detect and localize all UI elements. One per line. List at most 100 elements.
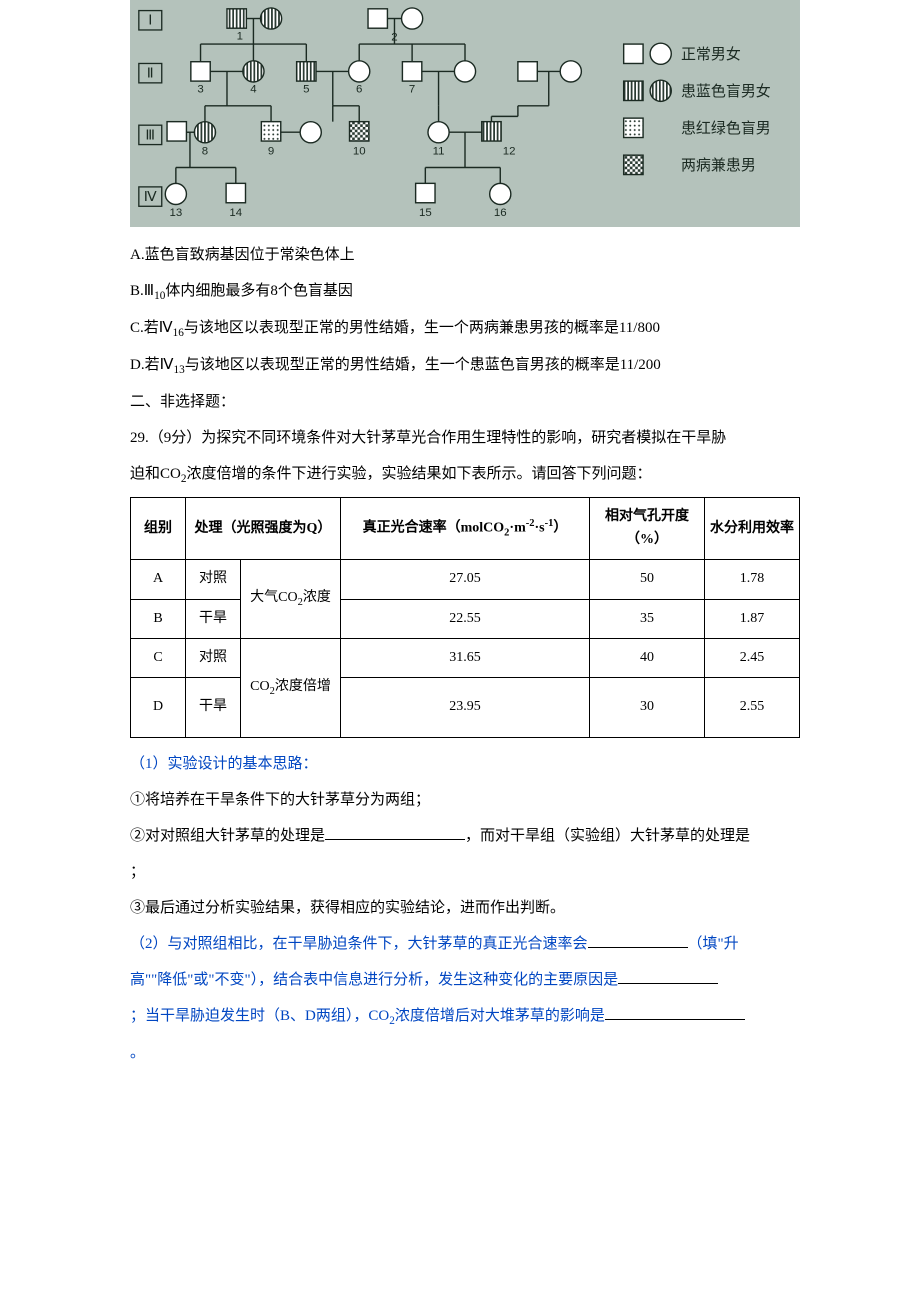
option-c-post: 与该地区以表现型正常的男性结婚，生一个两病兼患男孩的概率是11/800	[184, 320, 660, 336]
cell-co2-double: CO2浓度倍增	[241, 639, 341, 738]
th-rate-pre: 真正光合速率（molCO	[363, 520, 505, 535]
svg-text:8: 8	[202, 145, 208, 157]
svg-text:Ⅳ: Ⅳ	[144, 189, 157, 205]
svg-text:患蓝色盲男女: 患蓝色盲男女	[681, 82, 771, 100]
q29-sub1-3: ③最后通过分析实验结果，获得相应的实验结论，进而作出判断。	[130, 890, 800, 926]
option-b: B.Ⅲ10体内细胞最多有8个色盲基因	[130, 273, 800, 310]
q29-sub2-l2-pre: 高""降低"或"不变"），结合表中信息进行分析，发生这种变化的主要原因是	[130, 972, 618, 988]
cell-rate: 22.55	[341, 599, 590, 638]
cell-group: C	[131, 639, 186, 678]
co2-atm-post: 浓度	[303, 590, 331, 605]
experiment-table: 组别 处理（光照强度为Q） 真正光合速率（molCO2·m-2·s-1） 相对气…	[130, 497, 800, 737]
svg-text:2: 2	[391, 32, 397, 44]
cell-water: 1.87	[705, 599, 800, 638]
table-row: B 干旱 22.55 35 1.87	[131, 599, 800, 638]
svg-text:12: 12	[503, 145, 516, 157]
svg-text:10: 10	[353, 145, 366, 157]
option-d-pre: D.若Ⅳ	[130, 357, 173, 373]
option-d: D.若Ⅳ13与该地区以表现型正常的男性结婚，生一个患蓝色盲男孩的概率是11/20…	[130, 347, 800, 384]
option-c-sub: 16	[173, 327, 184, 339]
q29-sub1-title: （1）实验设计的基本思路：	[130, 746, 800, 782]
cell-co2-atm: 大气CO2浓度	[241, 560, 341, 639]
q29-sub1-2-pre: ②对对照组大针茅草的处理是	[130, 828, 325, 844]
q29-stem-line1: 29.（9分）为探究不同环境条件对大针茅草光合作用生理特性的影响，研究者模拟在干…	[130, 420, 800, 456]
q29-sub1-2-end: ；	[130, 854, 800, 890]
co2-double-post: 浓度倍增	[275, 679, 331, 694]
option-d-sub: 13	[173, 364, 184, 376]
th-rate-mid2: ·s	[535, 520, 545, 535]
q29-sub2-l3-mid: 浓度倍增后对大堆茅草的影响是	[395, 1008, 605, 1024]
q29-sub2-l3-pre: ；当干旱胁迫发生时（B、D两组），CO	[130, 1008, 389, 1024]
table-row: A 对照 大气CO2浓度 27.05 50 1.78	[131, 560, 800, 599]
th-group: 组别	[131, 498, 186, 560]
cell-stomata: 50	[590, 560, 705, 599]
svg-text:两病兼患男: 两病兼患男	[681, 157, 756, 174]
svg-text:15: 15	[419, 207, 432, 219]
q29-sub2-line1: （2）与对照组相比，在干旱胁迫条件下，大针茅草的真正光合速率会 （填"升	[130, 926, 800, 962]
th-treatment: 处理（光照强度为Q）	[186, 498, 341, 560]
th-rate-mid: ·m	[509, 520, 525, 535]
q29-sub1-1: ①将培养在干旱条件下的大针茅草分为两组；	[130, 782, 800, 818]
th-stomata: 相对气孔开度（%）	[590, 498, 705, 560]
q29-sub2-l1-pre: （2）与对照组相比，在干旱胁迫条件下，大针茅草的真正光合速率会	[130, 936, 588, 952]
th-water: 水分利用效率	[705, 498, 800, 560]
svg-text:Ⅰ: Ⅰ	[148, 13, 152, 29]
svg-text:4: 4	[250, 84, 257, 96]
q29-sub1-2: ②对对照组大针茅草的处理是 ，而对干旱组（实验组）大针茅草的处理是	[130, 818, 800, 854]
cell-group: D	[131, 678, 186, 737]
q29-sub2-line2: 高""降低"或"不变"），结合表中信息进行分析，发生这种变化的主要原因是	[130, 962, 800, 998]
option-c: C.若Ⅳ16与该地区以表现型正常的男性结婚，生一个两病兼患男孩的概率是11/80…	[130, 310, 800, 347]
co2-atm-pre: 大气CO	[250, 590, 297, 605]
svg-text:9: 9	[268, 145, 274, 157]
svg-text:3: 3	[197, 84, 203, 96]
svg-text:7: 7	[409, 84, 415, 96]
svg-text:13: 13	[169, 207, 182, 219]
blank-1	[325, 825, 465, 840]
option-a: A.蓝色盲致病基因位于常染色体上	[130, 237, 800, 273]
option-b-post: 体内细胞最多有8个色盲基因	[165, 283, 353, 299]
table-row: D 干旱 23.95 30 2.55	[131, 678, 800, 737]
th-rate-sup1: -2	[526, 518, 535, 529]
svg-text:14: 14	[229, 207, 242, 219]
blank-2	[588, 933, 688, 948]
co2-double-pre: CO	[250, 679, 269, 694]
svg-text:患红绿色盲男: 患红绿色盲男	[681, 120, 771, 137]
cell-cond: 对照	[186, 560, 241, 599]
cell-water: 1.78	[705, 560, 800, 599]
option-b-sub: 10	[154, 290, 165, 302]
cell-rate: 27.05	[341, 560, 590, 599]
svg-text:11: 11	[433, 145, 445, 157]
cell-water: 2.45	[705, 639, 800, 678]
q29-stem-line2: 迫和CO2浓度倍增的条件下进行实验，实验结果如下表所示。请回答下列问题：	[130, 456, 800, 493]
cell-stomata: 35	[590, 599, 705, 638]
cell-cond: 干旱	[186, 678, 241, 737]
cell-cond: 干旱	[186, 599, 241, 638]
q29-stem-l2-pre: 迫和CO	[130, 466, 181, 482]
svg-text:正常男女: 正常男女	[681, 45, 741, 63]
cell-group: A	[131, 560, 186, 599]
pedigree-figure: Ⅰ Ⅱ Ⅲ Ⅳ 1 2	[130, 0, 800, 227]
cell-cond: 对照	[186, 639, 241, 678]
pedigree-svg: Ⅰ Ⅱ Ⅲ Ⅳ 1 2	[130, 0, 800, 227]
th-rate: 真正光合速率（molCO2·m-2·s-1）	[341, 498, 590, 560]
cell-water: 2.55	[705, 678, 800, 737]
svg-text:5: 5	[303, 84, 309, 96]
q29-sub2-line4: 。	[130, 1035, 800, 1071]
q29-sub1-2-mid: ，而对干旱组（实验组）大针茅草的处理是	[465, 828, 750, 844]
table-row: C 对照 CO2浓度倍增 31.65 40 2.45	[131, 639, 800, 678]
blank-4	[605, 1005, 745, 1020]
svg-text:16: 16	[494, 207, 507, 219]
svg-text:6: 6	[356, 84, 362, 96]
cell-stomata: 30	[590, 678, 705, 737]
svg-text:1: 1	[237, 31, 243, 43]
cell-group: B	[131, 599, 186, 638]
blank-3	[618, 969, 718, 984]
cell-rate: 23.95	[341, 678, 590, 737]
q29-stem-l2-post: 浓度倍增的条件下进行实验，实验结果如下表所示。请回答下列问题：	[186, 466, 651, 482]
q29-sub2-l1-post: （填"升	[688, 936, 739, 952]
svg-text:Ⅱ: Ⅱ	[147, 66, 154, 82]
th-rate-post: ）	[553, 520, 567, 535]
svg-text:Ⅲ: Ⅲ	[145, 127, 155, 143]
option-d-post: 与该地区以表现型正常的男性结婚，生一个患蓝色盲男孩的概率是11/200	[185, 357, 661, 373]
option-c-pre: C.若Ⅳ	[130, 320, 173, 336]
